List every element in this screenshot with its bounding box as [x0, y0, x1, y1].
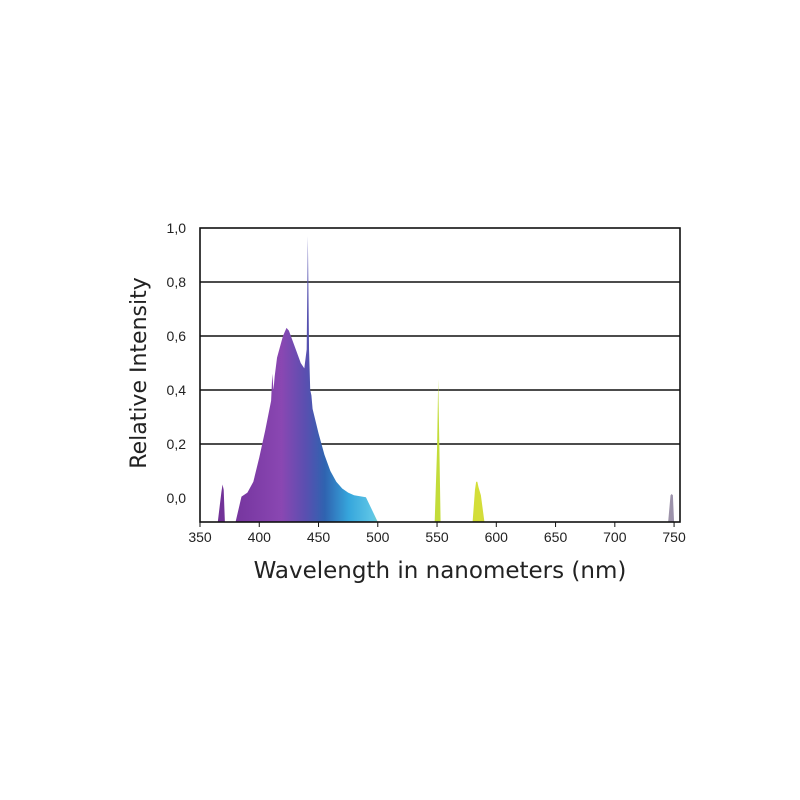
x-axis-ticks: 350 400 450 500 550 600 650 700 750: [188, 522, 686, 545]
y-tick-label: 0,2: [167, 436, 187, 452]
x-tick-label: 750: [662, 529, 686, 545]
x-tick-label: 450: [307, 529, 331, 545]
plot-frame: [199, 227, 681, 523]
y-axis-ticks: 0,0 0,2 0,4 0,6 0,8 1,0: [167, 220, 187, 506]
x-tick-label: 400: [248, 529, 272, 545]
y-axis-title: Relative Intensity: [127, 277, 152, 468]
x-axis-title: Wavelength in nanometers (nm): [254, 558, 627, 584]
y-tick-label: 0,4: [167, 382, 187, 398]
x-tick-label: 700: [603, 529, 627, 545]
x-tick-label: 500: [366, 529, 390, 545]
spectrum-area: [211, 236, 680, 522]
x-tick-label: 600: [485, 529, 509, 545]
x-tick-label: 550: [425, 529, 449, 545]
y-tick-label: 1,0: [167, 220, 187, 236]
x-tick-label: 350: [188, 529, 212, 545]
y-tick-label: 0,0: [167, 490, 187, 506]
y-tick-label: 0,6: [167, 328, 187, 344]
x-tick-label: 650: [544, 529, 568, 545]
y-tick-label: 0,8: [167, 274, 187, 290]
spectrum-series-area: [211, 236, 680, 522]
plot-border: [199, 227, 681, 523]
